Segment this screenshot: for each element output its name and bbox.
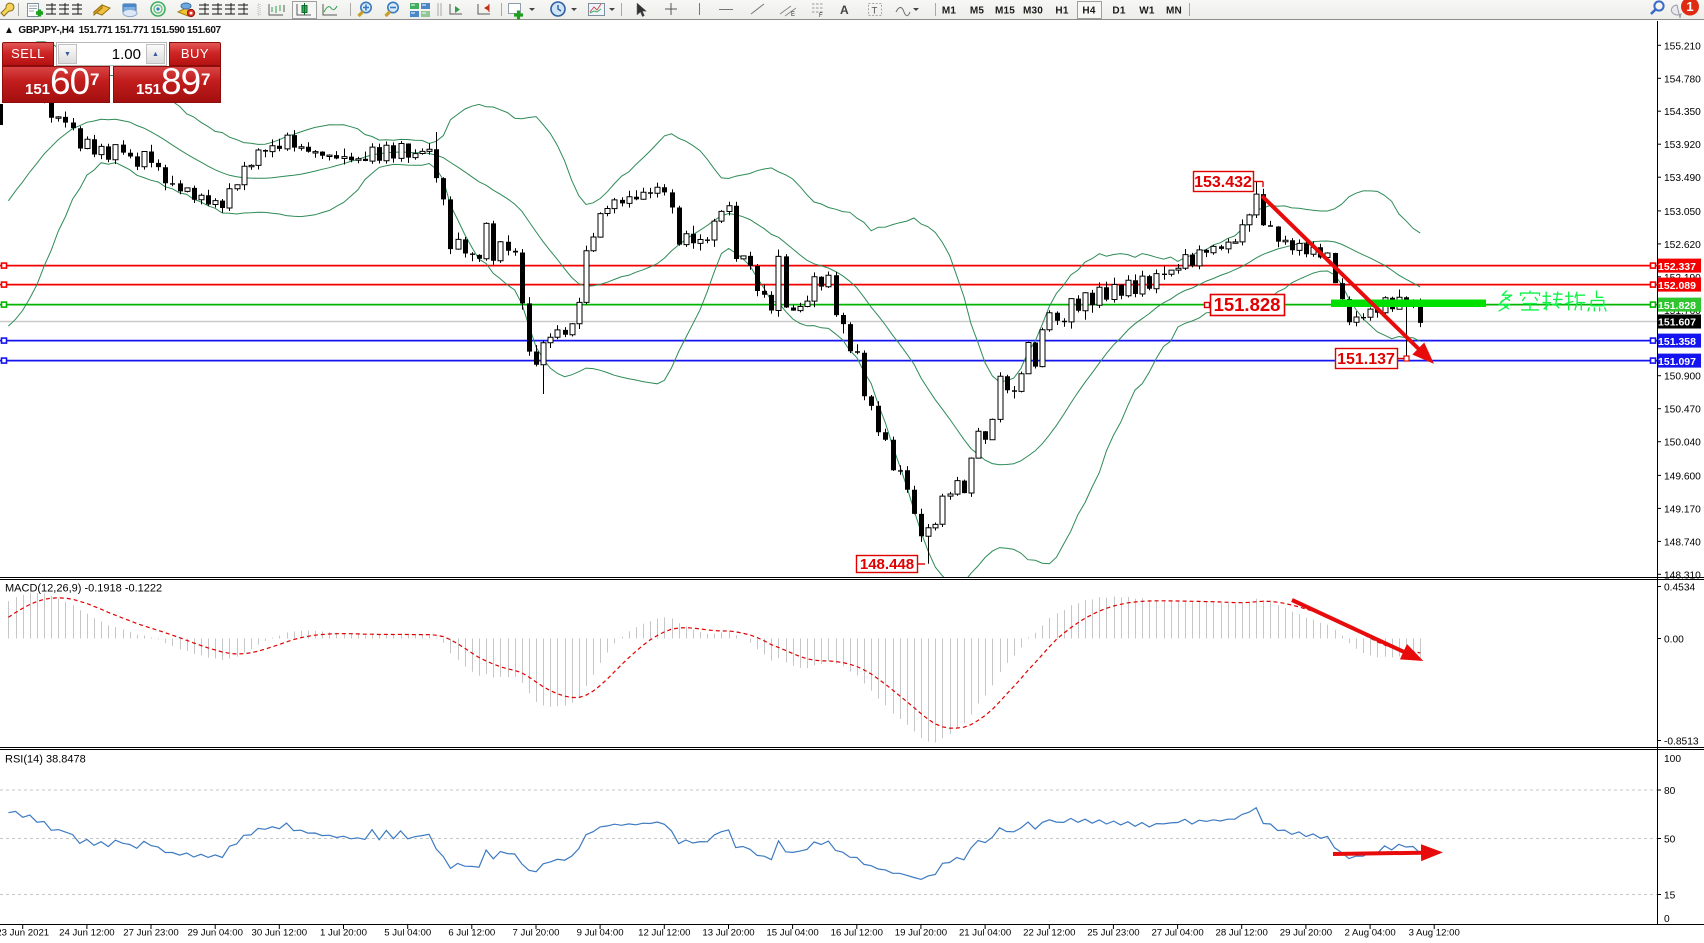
svg-text:0: 0 [1664,914,1670,925]
svg-text:-0.8513: -0.8513 [1664,737,1699,748]
svg-text:153.432: 153.432 [1194,174,1252,191]
svg-text:152.620: 152.620 [1664,240,1701,251]
svg-text:153.050: 153.050 [1664,207,1701,218]
svg-text:2 Aug 04:00: 2 Aug 04:00 [1344,928,1395,939]
svg-text:150.900: 150.900 [1664,372,1701,383]
svg-text:151.137: 151.137 [1337,351,1395,368]
svg-text:19 Jul 20:00: 19 Jul 20:00 [895,928,947,939]
svg-text:24 Jun 12:00: 24 Jun 12:00 [59,928,114,939]
svg-text:50: 50 [1664,835,1676,846]
svg-text:23 Jun 2021: 23 Jun 2021 [0,928,49,939]
svg-text:154.780: 154.780 [1664,74,1701,85]
svg-text:H4: H4 [1082,6,1095,17]
svg-text:151.828: 151.828 [1658,300,1696,312]
svg-text:27 Jun 23:00: 27 Jun 23:00 [123,928,178,939]
svg-text:0.4534: 0.4534 [1664,583,1695,594]
svg-text:148.310: 148.310 [1664,570,1701,581]
svg-text:154.350: 154.350 [1664,107,1701,118]
svg-text:153.920: 153.920 [1664,140,1701,151]
svg-text:150.470: 150.470 [1664,405,1701,416]
svg-text:155.210: 155.210 [1664,41,1701,52]
svg-text:15: 15 [1664,891,1676,902]
svg-text:21 Jul 04:00: 21 Jul 04:00 [959,928,1011,939]
svg-text:1 Jul 20:00: 1 Jul 20:00 [320,928,367,939]
svg-text:100: 100 [1664,754,1681,765]
svg-text:MACD(12,26,9) -0.1918 -0.1222: MACD(12,26,9) -0.1918 -0.1222 [5,583,162,595]
svg-text:152.089: 152.089 [1658,280,1696,292]
svg-text:0.00: 0.00 [1664,635,1684,646]
svg-text:148.448: 148.448 [860,556,914,573]
svg-text:149.600: 149.600 [1664,471,1701,482]
svg-text:F: F [819,13,823,19]
svg-text:12 Jul 12:00: 12 Jul 12:00 [638,928,690,939]
svg-text:W1: W1 [1139,6,1155,17]
svg-text:A: A [840,3,849,17]
svg-text:153.490: 153.490 [1664,173,1701,184]
svg-text:M1: M1 [942,6,957,17]
svg-text:151.358: 151.358 [1658,336,1696,348]
svg-text:15 Jul 04:00: 15 Jul 04:00 [766,928,818,939]
svg-text:151.607: 151.607 [1658,317,1696,329]
svg-text:151.097: 151.097 [1658,356,1696,368]
svg-text:22 Jul 12:00: 22 Jul 12:00 [1023,928,1075,939]
svg-text:29 Jul 20:00: 29 Jul 20:00 [1280,928,1332,939]
svg-text:27 Jul 04:00: 27 Jul 04:00 [1151,928,1203,939]
svg-text:148.740: 148.740 [1664,537,1701,548]
svg-text:149.170: 149.170 [1664,504,1701,515]
svg-text:13 Jul 20:00: 13 Jul 20:00 [702,928,754,939]
svg-text:16 Jul 12:00: 16 Jul 12:00 [831,928,883,939]
svg-text:1: 1 [1686,0,1693,14]
svg-text:6 Jul 12:00: 6 Jul 12:00 [448,928,495,939]
svg-text:T: T [872,6,878,17]
svg-text:3 Aug 12:00: 3 Aug 12:00 [1409,928,1460,939]
svg-text:D1: D1 [1112,6,1125,17]
svg-text:151.828: 151.828 [1214,294,1281,315]
svg-text:H1: H1 [1055,6,1068,17]
svg-text:150.040: 150.040 [1664,438,1701,449]
svg-text:M5: M5 [970,6,985,17]
svg-text:30 Jun 12:00: 30 Jun 12:00 [252,928,307,939]
svg-text:MN: MN [1166,6,1182,17]
svg-text:152.337: 152.337 [1658,261,1696,273]
svg-text:80: 80 [1664,786,1676,797]
svg-text:9 Jul 04:00: 9 Jul 04:00 [577,928,624,939]
svg-text:28 Jul 12:00: 28 Jul 12:00 [1216,928,1268,939]
svg-text:M30: M30 [1023,6,1043,17]
svg-text:E: E [791,12,795,18]
svg-text:25 Jul 23:00: 25 Jul 23:00 [1087,928,1139,939]
svg-text:5 Jul 04:00: 5 Jul 04:00 [384,928,431,939]
svg-text:29 Jun 04:00: 29 Jun 04:00 [187,928,242,939]
svg-text:M15: M15 [995,6,1015,17]
svg-text:7 Jul 20:00: 7 Jul 20:00 [513,928,560,939]
svg-text:RSI(14) 38.8478: RSI(14) 38.8478 [5,754,86,766]
